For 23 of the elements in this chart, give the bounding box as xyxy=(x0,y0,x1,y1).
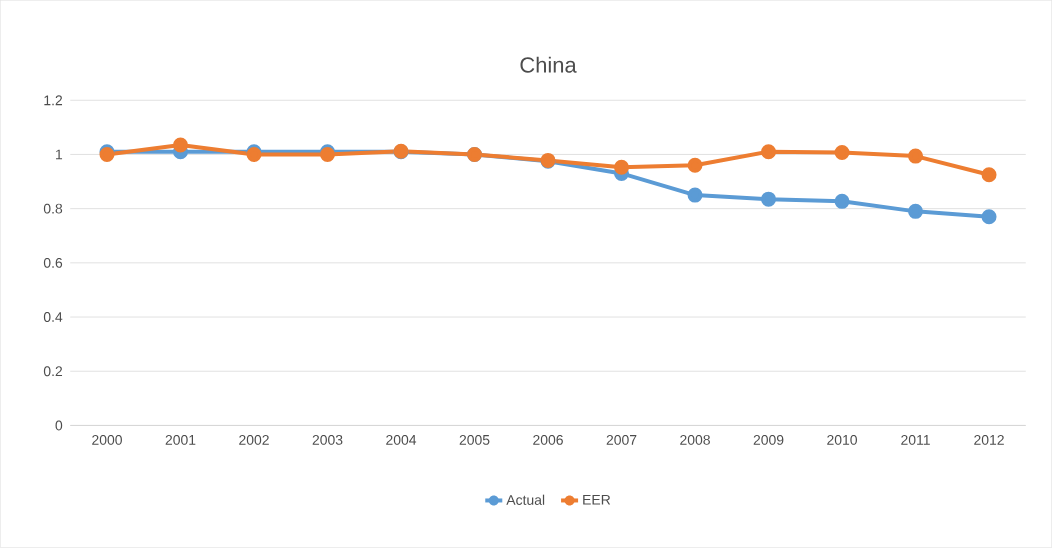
chart-title: China xyxy=(520,56,577,73)
x-tick-label: 2000 xyxy=(92,435,122,445)
x-tick-label: 2009 xyxy=(753,435,784,445)
x-tick-label: 2003 xyxy=(312,435,343,445)
y-tick-label: 0.8 xyxy=(43,203,63,214)
legend-label: EER xyxy=(583,495,611,505)
x-tick-label: 2004 xyxy=(386,435,417,445)
y-tick-label: 0.4 xyxy=(43,312,63,323)
y-tick-label: 1.2 xyxy=(44,95,63,106)
y-tick-label: 0.2 xyxy=(43,366,63,377)
y-tick-label: 1 xyxy=(56,149,63,160)
x-tick-label: 2007 xyxy=(606,435,637,445)
x-tick-label: 2006 xyxy=(533,435,563,445)
x-tick-label: 2008 xyxy=(680,435,710,445)
y-tick-label: 0.6 xyxy=(43,258,63,268)
x-tick-label: 2001 xyxy=(165,435,196,445)
x-tick-label: 2010 xyxy=(827,435,858,445)
legend-label: Actual xyxy=(506,494,545,506)
y-tick-label: 0 xyxy=(55,420,63,431)
x-tick-label: 2002 xyxy=(239,435,269,445)
x-tick-label: 2005 xyxy=(459,435,490,445)
x-tick-label: 2011 xyxy=(901,435,930,445)
x-tick-label: 2012 xyxy=(974,435,1004,445)
